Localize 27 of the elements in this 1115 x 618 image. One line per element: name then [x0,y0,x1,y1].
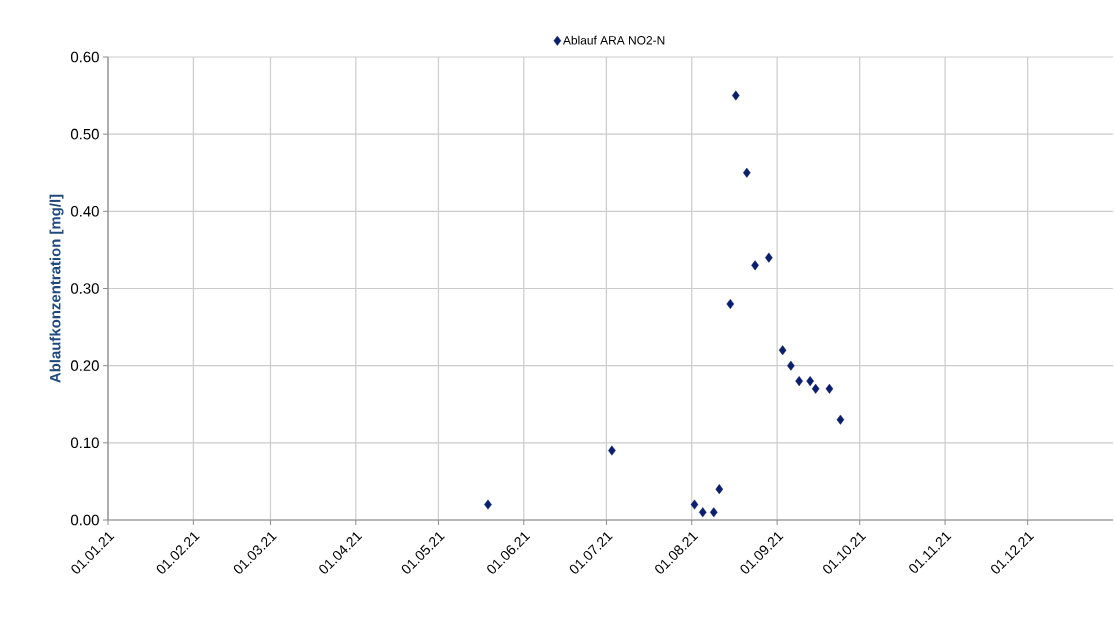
y-tick-label: 0.30 [70,283,99,294]
point [732,90,740,101]
point [836,414,845,425]
point [709,507,718,518]
point [608,445,616,456]
point [690,499,699,510]
legend-label: Ablauf ARA NO2-N [562,35,665,45]
y-tick-label: 0.40 [70,206,99,217]
y-axis-title: Ablaufkonzentration [mg/l] [49,194,64,383]
point [726,298,735,309]
point [484,499,492,510]
y-tick-label: 0.60 [70,51,99,63]
y-tick-label: 0.10 [70,437,99,449]
point [811,383,820,394]
y-tick-label: 0.50 [70,128,99,140]
y-tick-label: 0.00 [70,514,99,526]
point [698,507,707,518]
point [765,252,773,263]
point [743,167,751,178]
point [806,376,814,387]
point [787,360,795,371]
point [825,383,834,394]
point [778,345,787,356]
point [715,484,724,495]
y-tick-label: 0.20 [70,360,99,371]
point [751,260,759,271]
point [795,376,803,387]
